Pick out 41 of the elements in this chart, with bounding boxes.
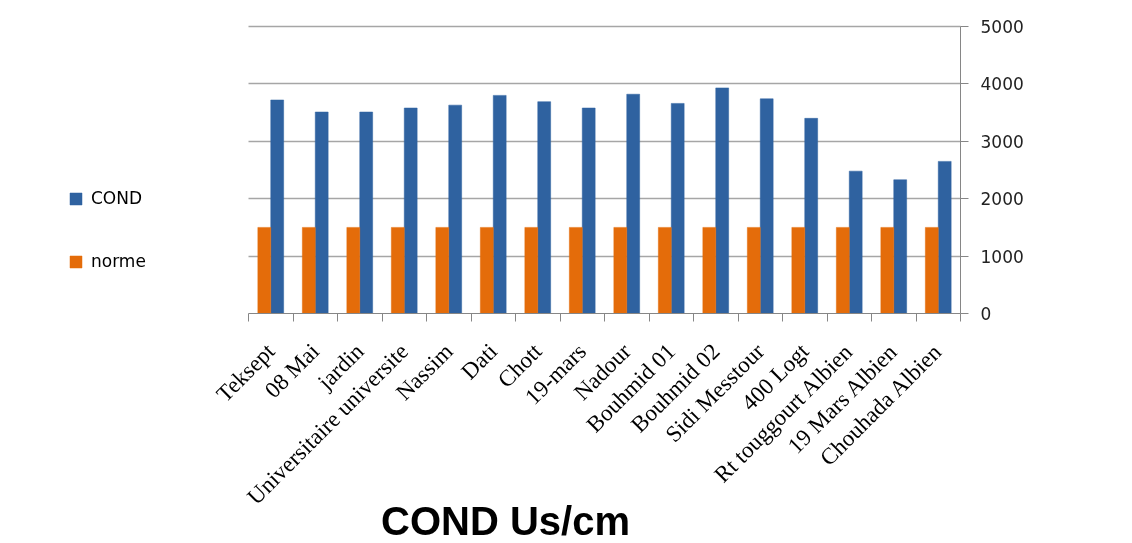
bar bbox=[880, 227, 894, 314]
bar bbox=[671, 103, 685, 314]
bar bbox=[448, 104, 462, 314]
y-tick-label: 2000 bbox=[980, 189, 1024, 210]
y-tick-label: 4000 bbox=[980, 74, 1024, 95]
legend-label: COND bbox=[91, 188, 143, 208]
bar bbox=[537, 101, 551, 314]
bar bbox=[893, 179, 907, 314]
bar bbox=[849, 170, 863, 314]
legend-label: norme bbox=[91, 251, 146, 271]
bar bbox=[760, 98, 774, 314]
bar bbox=[493, 95, 507, 314]
bar bbox=[257, 227, 271, 314]
bar bbox=[404, 107, 418, 314]
y-tick-label: 5000 bbox=[980, 17, 1024, 37]
bar bbox=[391, 227, 405, 314]
text: COND Us/cm bbox=[381, 499, 630, 543]
bar bbox=[359, 111, 373, 314]
bar bbox=[836, 227, 850, 314]
bar bbox=[582, 107, 596, 314]
bar bbox=[613, 227, 627, 314]
y-tick-label: 3000 bbox=[980, 131, 1024, 152]
bar bbox=[346, 227, 360, 314]
bar bbox=[626, 93, 640, 314]
bar bbox=[569, 227, 583, 314]
bar bbox=[658, 227, 672, 314]
bar bbox=[702, 227, 716, 314]
bar bbox=[524, 227, 538, 314]
bar bbox=[302, 227, 316, 314]
y-tick-label: 0 bbox=[980, 304, 992, 324]
bar bbox=[938, 161, 952, 314]
bar bbox=[747, 227, 761, 314]
y-tick-label: 1000 bbox=[980, 246, 1024, 267]
bar bbox=[715, 87, 729, 314]
bar bbox=[270, 99, 284, 314]
bar bbox=[315, 111, 329, 314]
bar bbox=[435, 227, 449, 314]
bar bbox=[804, 118, 818, 314]
bar bbox=[925, 227, 939, 314]
bar bbox=[791, 227, 805, 314]
bar bbox=[480, 227, 494, 314]
